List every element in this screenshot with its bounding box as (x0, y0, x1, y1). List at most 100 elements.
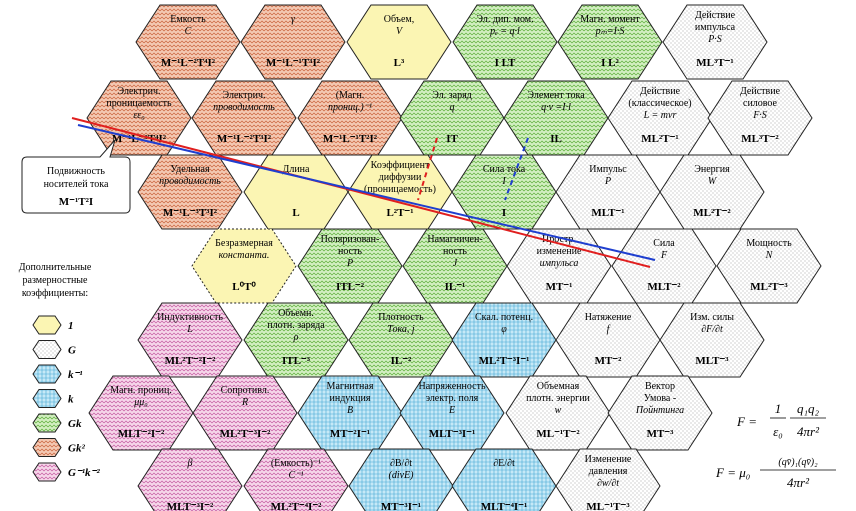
formula-num: 1 (775, 401, 782, 416)
hex-label: ρ (293, 332, 299, 343)
legend-item-Ginvk2: G⁻¹k⁻² (32, 462, 100, 482)
hex-dimension: ITL⁻³ (282, 355, 311, 367)
hex-dimension: ML²T⁻²I⁻² (165, 355, 217, 367)
hex-label: J (453, 258, 458, 269)
hex-label: E (448, 405, 455, 416)
hex-label: Коэффициент (371, 160, 430, 171)
hex-cell-dB-dt: ∂B/∂t(divE) MT⁻³I⁻¹ (348, 448, 454, 511)
hex-dimension: ML⁻¹T⁻² (536, 428, 580, 440)
legend-item-Gk: Gk (32, 413, 82, 433)
hex-dimension: MT⁻³I⁻¹ (381, 501, 421, 511)
hex-dimension: MT⁻³ (647, 428, 675, 440)
hex-label: импульса (540, 258, 579, 269)
legend-swatch (32, 315, 62, 335)
hex-shape (659, 154, 765, 230)
hex-label: Удельная (170, 164, 210, 175)
hex-label: Напряженность (418, 381, 485, 392)
formula-num: (qv̄)₁(qv̄)₂ (778, 457, 818, 468)
hex-label: Скал. потенц. (475, 312, 533, 323)
hex-label: прониц.)⁻¹ (328, 102, 372, 113)
hex-cell-dE-dt: ∂E/∂t MLT⁻⁴I⁻¹ (451, 448, 557, 511)
hex-dimension: M⁻¹L⁻¹T²I² (323, 133, 378, 145)
hex-label: P (604, 176, 611, 187)
red-dashed-line (417, 137, 438, 201)
formula-num: q₁q₂ (797, 401, 820, 416)
formula-coulomb: F = 1 ε₀ q₁q₂ 4πr² (736, 401, 826, 439)
hex-dimension: I LT (495, 57, 516, 69)
legend-label: Gk² (68, 443, 85, 455)
hex-dimension: IL⁻² (391, 355, 412, 367)
hex-shape (348, 448, 454, 511)
hex-label: L (186, 324, 193, 335)
hex-label: Изм. силы (690, 312, 734, 323)
legend-swatch (32, 413, 62, 433)
legend-swatch (32, 340, 62, 359)
legend-swatch (32, 438, 62, 457)
callout-label: Подвижность (47, 166, 105, 177)
formula-den: ε₀ (773, 424, 783, 439)
hex-shape (135, 4, 241, 80)
formula-ampere: F = μ₀ (qv̄)₁(qv̄)₂ 4πr² (715, 457, 836, 490)
hex-shape (607, 375, 713, 451)
hex-label: (классическое) (628, 98, 691, 109)
legend-title: Дополнительные (19, 262, 92, 273)
hex-dimension: I (502, 207, 506, 219)
hex-cell-gamma: γ M⁻¹L⁻¹T³I² (240, 4, 346, 80)
hex-dimension: MLT⁻³I⁻² (167, 501, 214, 511)
hex-dimension: ITL⁻² (336, 281, 365, 293)
hex-dimension: IL (550, 133, 562, 145)
hex-cell-obem: Объем,V L³ (346, 4, 452, 80)
hex-dimension: ML²T⁻⁴I⁻² (271, 501, 323, 511)
hex-label: Импульс (589, 164, 627, 175)
hex-label: Эл. заряд (432, 90, 472, 101)
hex-label: силовое (743, 98, 778, 109)
hex-label: импульса (695, 22, 736, 33)
hex-dimension: MT⁻¹ (546, 281, 573, 293)
hex-label: (divE) (389, 470, 415, 481)
hex-label: q·v =I·l (541, 102, 571, 113)
hex-dimension: L (292, 207, 299, 219)
hex-label: εε₀ (133, 110, 145, 121)
hex-label: Тока, j (387, 324, 415, 335)
hex-label: F (660, 250, 668, 261)
hex-dimension: ML²T⁻³I⁻¹ (479, 355, 530, 367)
hex-cell-deistvie-klass: Действие(классическое)L = mvr ML²T⁻¹ (607, 80, 713, 156)
hex-label: Объем, (384, 14, 415, 25)
hex-dimension: ML⁻¹T⁻³ (586, 501, 630, 511)
hex-dimension: I L² (601, 57, 619, 69)
hex-label: P·S (707, 34, 722, 45)
hex-label: давления (589, 466, 628, 477)
legend-item-G: G (32, 340, 76, 359)
legend-item-kinv: k⁻¹ (32, 364, 83, 384)
hex-label: f (607, 324, 611, 335)
hex-label: Сила тока (483, 164, 526, 175)
hex-dimension: MLT⁻¹ (591, 207, 624, 219)
hex-dimension: M⁻¹L⁻²T⁴I² (161, 57, 216, 69)
legend-label: k⁻¹ (68, 369, 83, 381)
hex-label: Электрич. (118, 86, 161, 97)
hex-label: P (346, 258, 353, 269)
hex-label: N (765, 250, 774, 261)
hex-label: Плотность (378, 312, 424, 323)
hex-label: C⁻¹ (289, 470, 304, 481)
hex-cell-skal-potenc: Скал. потенц.φ ML²T⁻³I⁻¹ (451, 302, 557, 378)
hex-label: ∂F/∂t (701, 324, 723, 335)
hex-dimension: IT (446, 133, 458, 145)
hex-label: изменение (537, 246, 582, 257)
hex-cell-emkost-inv: (Емкость)⁻¹C⁻¹ ML²T⁻⁴I⁻² (243, 448, 349, 511)
hex-label: ∂w/∂t (597, 478, 619, 489)
hex-label: ∂B/∂t (390, 458, 412, 469)
